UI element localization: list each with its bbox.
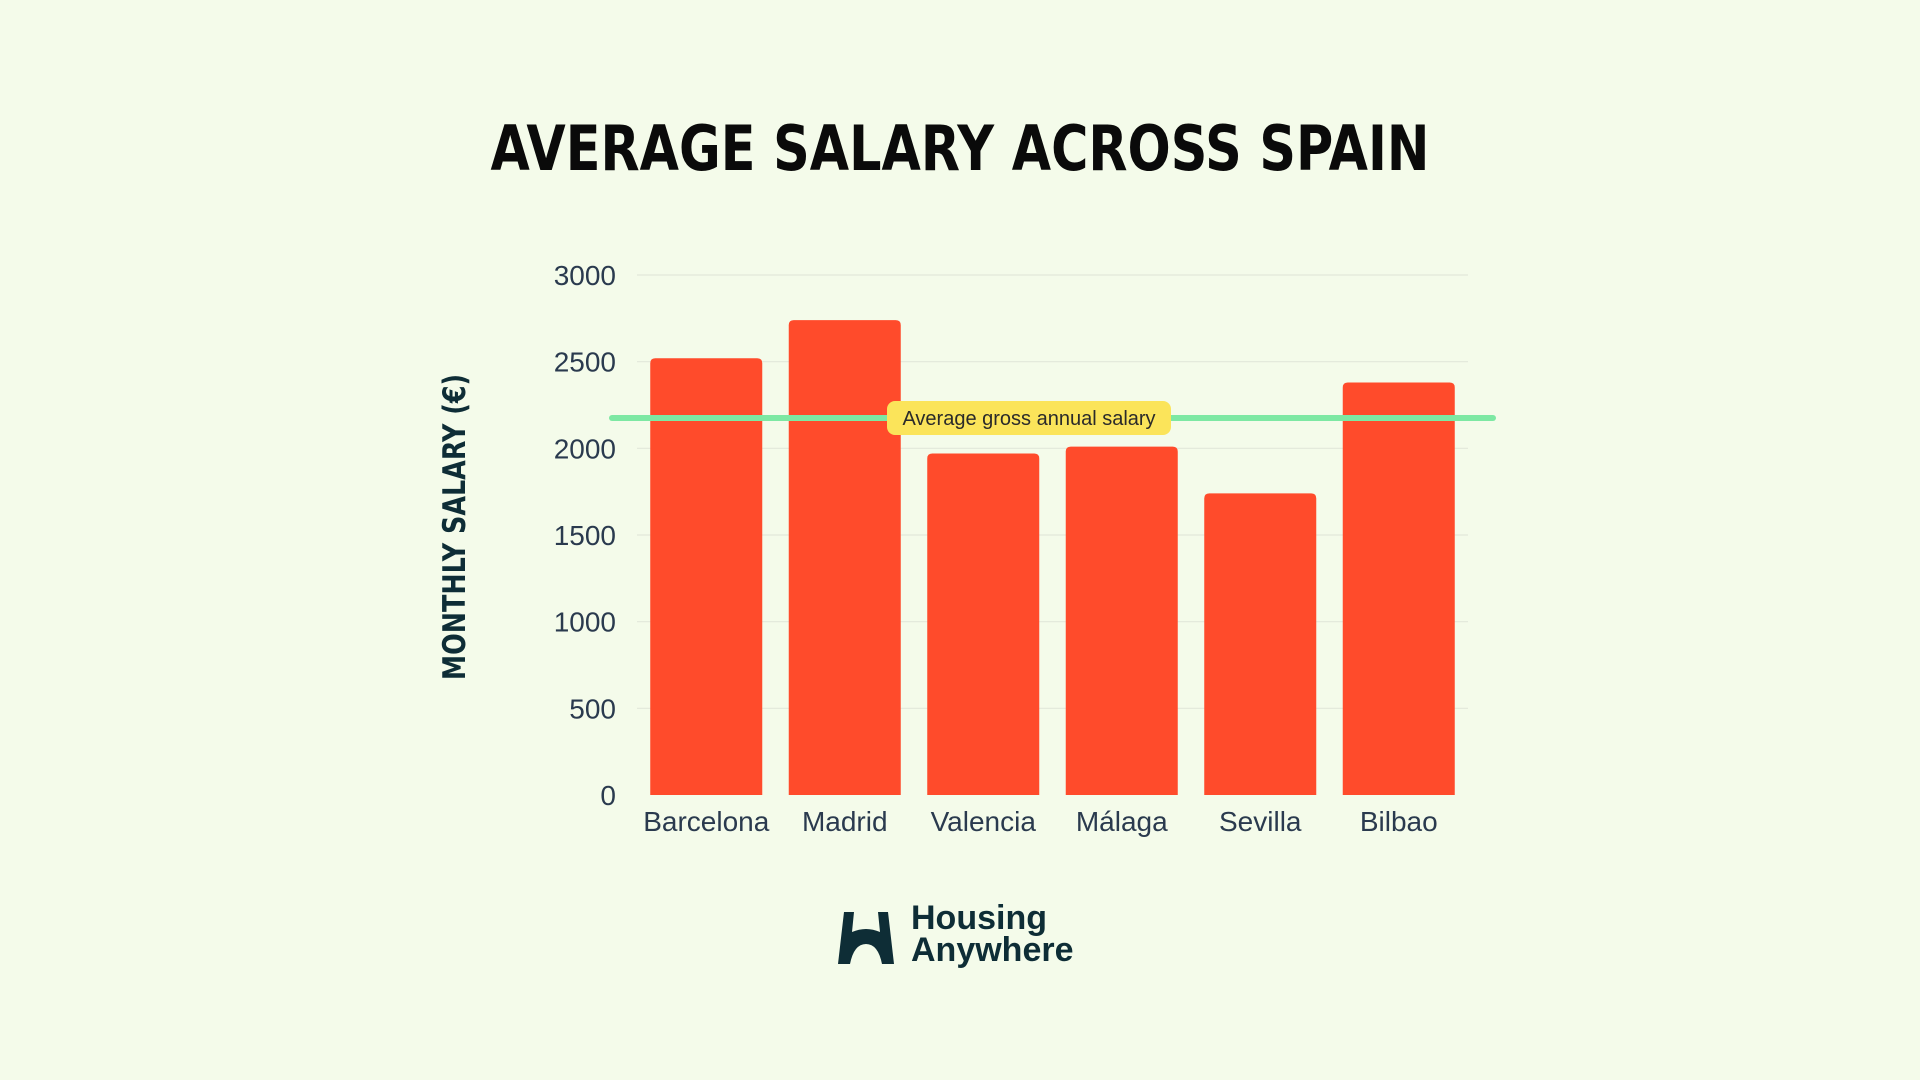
reference-line-label: Average gross annual salary (902, 408, 1155, 430)
chart-title: AVERAGE SALARY ACROSS SPAIN (490, 112, 1430, 185)
bar (927, 453, 1040, 795)
gridlines (637, 274, 1468, 709)
bars (650, 320, 1455, 795)
x-tick-label: Valencia (931, 806, 1037, 837)
bar (1204, 493, 1317, 795)
bar (1342, 382, 1455, 795)
reference-line-group: Average gross annual salary (609, 401, 1496, 435)
x-tick-label: Madrid (802, 806, 888, 837)
brand-line-1: Housing (911, 899, 1047, 937)
x-axis-ticks: Barcelona Madrid Valencia Málaga Sevilla Bilb… (643, 806, 1437, 837)
y-tick-label: 0 (600, 780, 616, 811)
y-tick-label: 3000 (554, 260, 616, 291)
y-axis-label: MONTHLY SALARY (€) (437, 374, 473, 680)
y-tick-label: 500 (569, 693, 616, 724)
x-tick-label: Bilbao (1360, 806, 1438, 837)
x-tick-label: Málaga (1076, 806, 1168, 837)
bar (1065, 446, 1178, 795)
brand-line-2: Anywhere (911, 931, 1074, 969)
y-tick-label: 2000 (554, 433, 616, 464)
y-tick-label: 1000 (554, 607, 616, 638)
bar (788, 320, 901, 795)
y-tick-label: 1500 (554, 520, 616, 551)
reference-line-label-bg (887, 401, 1171, 435)
y-tick-label: 2500 (554, 347, 616, 378)
y-axis-ticks: 0 500 1000 1500 2000 2500 3000 (554, 260, 616, 811)
brand-logo: Housing Anywhere (830, 900, 1100, 980)
x-tick-label: Barcelona (643, 806, 770, 837)
x-tick-label: Sevilla (1219, 806, 1302, 837)
housing-anywhere-logo-icon (838, 912, 894, 964)
bar (650, 358, 763, 795)
